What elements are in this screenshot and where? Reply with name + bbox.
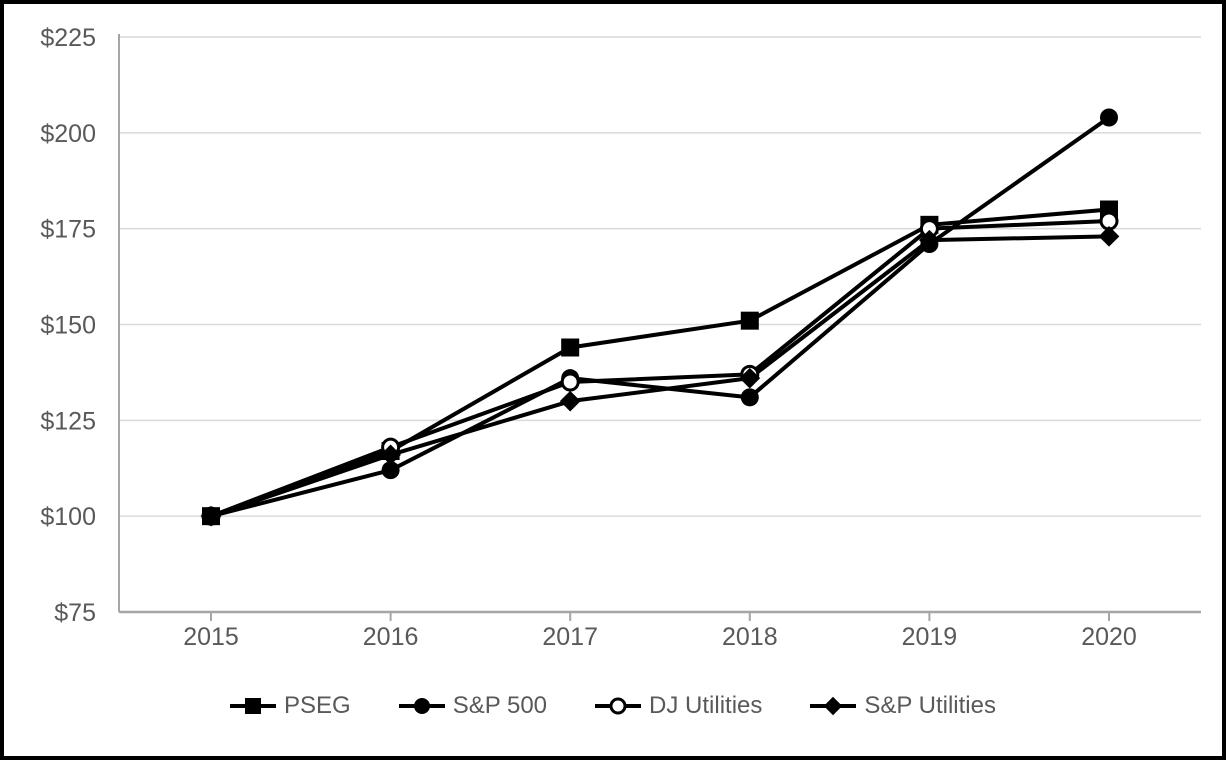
marker-dj-utilities bbox=[560, 372, 580, 392]
legend-item-s-p-500: S&P 500 bbox=[398, 692, 548, 720]
marker-s-p-500 bbox=[740, 388, 759, 407]
legend-circle-icon bbox=[595, 697, 642, 715]
marker-s-p-utilities bbox=[559, 390, 581, 412]
x-tick-label-2017: 2017 bbox=[542, 623, 598, 651]
x-tick-label-2019: 2019 bbox=[902, 623, 958, 651]
marker-s-p-utilities bbox=[1098, 225, 1120, 247]
marker-pseg bbox=[561, 338, 580, 357]
chart-legend: PSEG S&P 500 DJ Utilities S&P Utilities bbox=[4, 692, 1222, 720]
series-line-s-p-utilities bbox=[209, 234, 1111, 519]
legend-square-icon bbox=[230, 698, 277, 714]
marker-s-p-500 bbox=[1100, 108, 1118, 127]
legend-label-dj-utilities: DJ Utilities bbox=[649, 692, 763, 719]
marker-dj-utilities bbox=[609, 697, 627, 715]
x-tick-label-2018: 2018 bbox=[722, 623, 778, 651]
line-chart-canvas: 2015 2016 2017 2018 2019 2020 $75 $100 $125 $150 $… bbox=[40, 24, 1201, 651]
x-tick-label-2020: 2020 bbox=[1081, 623, 1137, 651]
legend-circle-icon bbox=[398, 698, 445, 714]
marker-s-p-utilities bbox=[824, 696, 843, 716]
x-tick-label-2015: 2015 bbox=[183, 623, 239, 651]
marker-pseg bbox=[245, 698, 262, 714]
y-tick-label-175: $175 bbox=[40, 216, 96, 244]
marker-s-p-500 bbox=[381, 461, 400, 480]
legend-label-s-p-utilities: S&P Utilities bbox=[864, 692, 996, 719]
legend-label-s-p-500: S&P 500 bbox=[452, 692, 548, 719]
y-tick-label-150: $150 bbox=[40, 312, 96, 340]
legend-item-pseg: PSEG bbox=[230, 692, 351, 720]
legend-diamond-icon bbox=[810, 696, 857, 716]
y-tick-label-200: $200 bbox=[40, 120, 96, 148]
y-tick-label-225: $225 bbox=[40, 24, 96, 52]
legend-item-dj-utilities: DJ Utilities bbox=[595, 692, 762, 720]
y-tick-label-125: $125 bbox=[40, 407, 96, 435]
marker-s-p-utilities bbox=[200, 505, 222, 527]
y-tick-label-75: $75 bbox=[54, 599, 96, 627]
marker-s-p-utilities bbox=[739, 367, 761, 389]
marker-s-p-utilities bbox=[919, 229, 940, 251]
x-tick-label-2016: 2016 bbox=[363, 623, 419, 651]
legend-label-pseg: PSEG bbox=[284, 692, 351, 719]
marker-s-p-utilities bbox=[380, 444, 401, 466]
marker-pseg bbox=[740, 311, 759, 330]
y-tick-label-100: $100 bbox=[40, 503, 96, 531]
series-line-dj-utilities bbox=[209, 219, 1111, 519]
legend-item-s-p-utilities: S&P Utilities bbox=[810, 692, 996, 720]
marker-s-p-500 bbox=[413, 698, 430, 714]
series-line-s-p-500 bbox=[209, 115, 1111, 519]
